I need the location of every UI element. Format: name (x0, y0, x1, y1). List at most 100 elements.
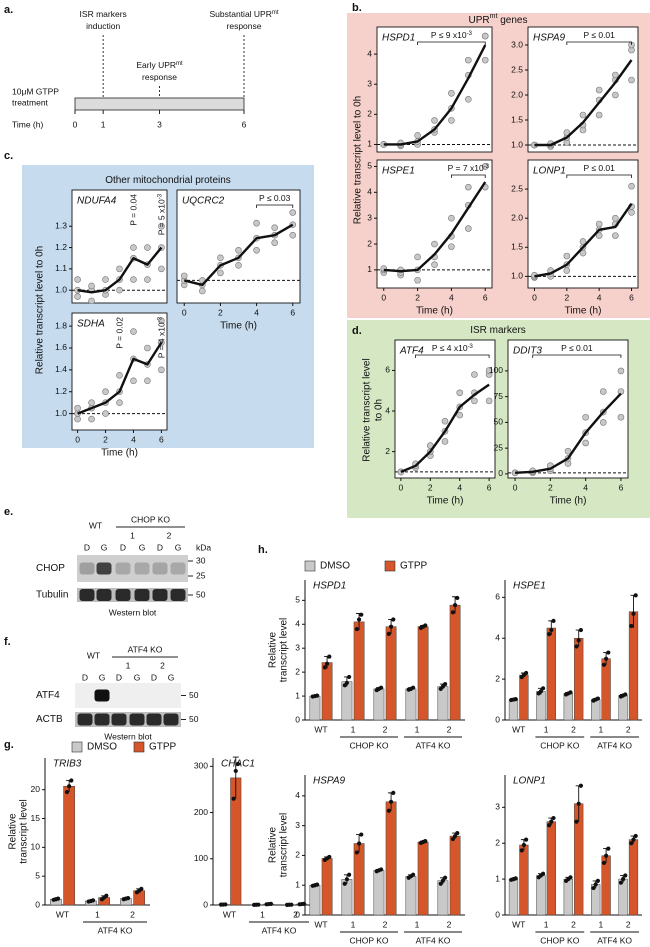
bar (591, 699, 601, 721)
text-part: Other mitochondrial proteins (105, 175, 231, 186)
legend-swatch (133, 741, 145, 753)
x-tick-label: 2 (383, 919, 388, 929)
x-tick-label: 1 (599, 724, 604, 734)
replicate-point (289, 231, 297, 239)
blot-band (94, 689, 110, 702)
x-tick-label: 2 (103, 434, 108, 444)
replicate-point (606, 846, 611, 851)
chart-title: HSPE1 (382, 166, 415, 177)
group-label: ATF4 KO (416, 935, 451, 945)
event-label: response (142, 72, 177, 82)
x-tick-label: 1 (544, 724, 549, 734)
y-tick-label: 2.0 (511, 212, 523, 222)
replicate-point (574, 644, 579, 649)
y-tick-label: 1 (495, 873, 500, 883)
x-tick-label: 4 (597, 292, 602, 302)
x-tick-label: 4 (583, 482, 588, 492)
replicate-point (231, 796, 236, 801)
replicate-point (604, 853, 609, 858)
replicate-point (391, 790, 396, 795)
replicate-point (465, 95, 472, 103)
replicate-point (601, 860, 607, 866)
text-part: P = 0.02 (115, 317, 125, 349)
replicate-point (315, 693, 320, 698)
group-label: CHOP KO (349, 935, 388, 945)
bar (321, 662, 333, 721)
replicate-point (563, 267, 571, 274)
bar (628, 839, 639, 916)
y-tick-label: 1.4 (55, 364, 67, 374)
y-tick-label: 25 (494, 442, 504, 452)
replicate-point (465, 56, 472, 64)
superscript: mt (176, 61, 183, 67)
group-label: ATF4 KO (597, 935, 632, 945)
event-label: ISR markers (80, 9, 127, 19)
replicate-point (628, 76, 635, 84)
replicate-point (139, 886, 144, 891)
panel-label: a. (4, 4, 13, 16)
group-label: ATF4 KO (98, 925, 133, 935)
replicate-point (102, 410, 109, 417)
y-tick-label: 100 (194, 853, 208, 863)
replicate-point (327, 854, 332, 860)
treatment-label: treatment (12, 97, 49, 107)
text-part: genes (497, 15, 527, 26)
p-value: P ≤ 0.01 (561, 343, 593, 353)
bar (309, 695, 321, 721)
replicate-point (599, 388, 607, 395)
lane-label: D (82, 672, 88, 682)
replicate-point (564, 447, 572, 455)
x-tick-label: 2 (415, 292, 420, 302)
replicate-point (452, 833, 458, 839)
x-tick-label: 1 (599, 919, 604, 929)
group-label: ATF4 KO (262, 925, 297, 935)
replicate-point (253, 246, 260, 254)
y-tick-label: 0 (35, 899, 40, 909)
replicate-point (465, 225, 472, 232)
replicate-point (414, 276, 421, 284)
replicate-point (64, 789, 70, 795)
mean-line (183, 223, 294, 287)
replicate-point (116, 286, 123, 294)
replicate-point (606, 650, 611, 655)
y-tick-label: 3 (495, 802, 500, 812)
x-tick-label: 6 (159, 434, 164, 444)
x-tick-label: 2 (428, 482, 433, 492)
bar (574, 637, 584, 721)
lane-label: G (175, 542, 182, 552)
replicate-point (629, 623, 634, 629)
blot-band (170, 562, 186, 575)
tick-label: 1 (101, 119, 106, 129)
x-tick-label: 2 (571, 919, 576, 929)
bar (618, 695, 628, 721)
row-label: CHOP (36, 563, 65, 574)
y-tick-label: 2.5 (511, 64, 523, 74)
replicate-point (315, 882, 320, 887)
blot-band (163, 713, 179, 726)
event-label: induction (86, 21, 120, 31)
x-tick-label: 2 (564, 292, 569, 302)
replicate-point (253, 219, 260, 227)
y-tick-label: 1.6 (55, 342, 67, 352)
y-tick-label: 4 (385, 405, 390, 415)
mean-line (514, 392, 622, 475)
bar (341, 681, 353, 721)
y-tick-label: 1.3 (55, 220, 67, 230)
replicate-point (223, 902, 228, 907)
replicate-point (513, 697, 518, 702)
replicate-point (217, 254, 224, 262)
superscript: -3 (157, 193, 163, 199)
replicate-point (347, 674, 352, 680)
x-tick-label: 1 (260, 909, 265, 919)
x-tick-label: 6 (629, 292, 634, 302)
bar (508, 699, 519, 721)
text-part: P ≤ 0.03 (259, 193, 291, 203)
p-value: P = 0.02 (115, 317, 125, 349)
bar (601, 658, 611, 721)
blot-band (146, 713, 162, 726)
replicate-point (443, 682, 448, 687)
row-label: ATF4 (36, 690, 60, 701)
replicate-point (448, 214, 455, 222)
replicate-point (102, 276, 109, 283)
y-tick-label: 1.2 (55, 242, 67, 252)
